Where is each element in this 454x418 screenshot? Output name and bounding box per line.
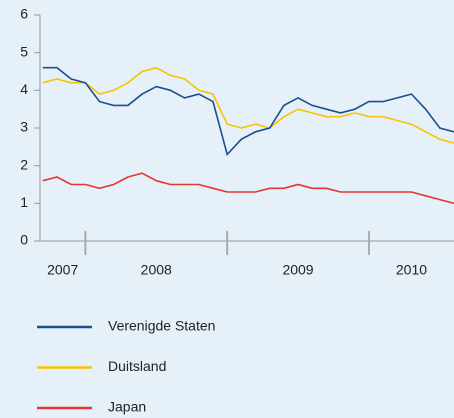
legend-label: Verenigde Staten (108, 318, 215, 334)
x-tick-label: 2007 (47, 262, 78, 278)
x-tick-label: 2010 (396, 262, 427, 278)
y-tick-label: 4 (20, 81, 28, 97)
y-tick-label: 3 (20, 119, 28, 135)
y-tick-label: 1 (20, 194, 28, 210)
line-series (42, 66, 454, 144)
line-series (42, 172, 454, 205)
legend-label: Japan (108, 399, 146, 415)
y-tick-label: 0 (20, 232, 28, 248)
x-tick-label: 2009 (282, 262, 313, 278)
y-tick-label: 6 (20, 6, 28, 22)
line-series (42, 66, 454, 156)
x-tick-label: 2008 (141, 262, 172, 278)
y-tick-label: 2 (20, 156, 28, 172)
y-tick-label: 5 (20, 43, 28, 59)
legend-label: Duitsland (108, 358, 166, 374)
